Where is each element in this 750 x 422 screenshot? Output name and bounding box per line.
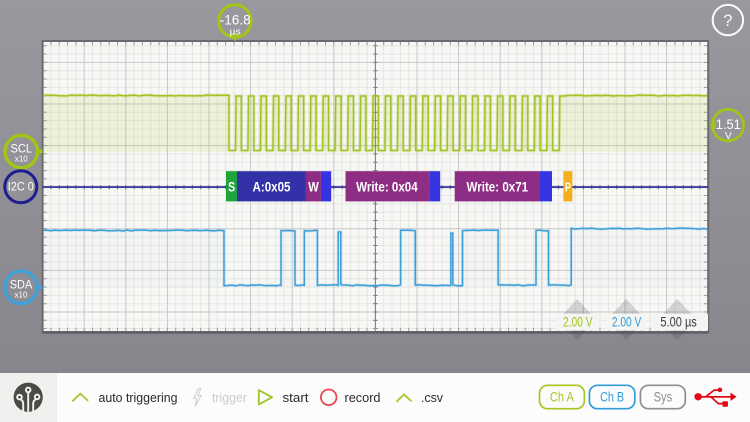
svg-text:2.00 V: 2.00 V bbox=[612, 315, 642, 330]
svg-text:SDA: SDA bbox=[10, 279, 33, 291]
svg-text:V: V bbox=[725, 131, 732, 142]
svg-text:I2C 0: I2C 0 bbox=[8, 182, 34, 194]
svg-text:Sys: Sys bbox=[654, 389, 673, 404]
svg-text:record: record bbox=[345, 390, 381, 405]
svg-text:trigger: trigger bbox=[212, 390, 248, 405]
svg-text:Write: 0x04: Write: 0x04 bbox=[356, 179, 418, 195]
svg-text:S: S bbox=[228, 180, 235, 195]
svg-text:Ch B: Ch B bbox=[600, 389, 624, 404]
svg-text:?: ? bbox=[723, 12, 732, 30]
svg-text:SCL: SCL bbox=[11, 144, 33, 156]
svg-text:x10: x10 bbox=[15, 290, 29, 299]
svg-text:x10: x10 bbox=[15, 155, 29, 164]
svg-text:P: P bbox=[565, 180, 571, 194]
svg-text:-16.8: -16.8 bbox=[220, 13, 251, 28]
svg-text:Ch A: Ch A bbox=[550, 389, 574, 404]
svg-text:A:0x05: A:0x05 bbox=[253, 179, 291, 195]
svg-text:µs: µs bbox=[230, 27, 241, 38]
svg-text:2.00 V: 2.00 V bbox=[563, 315, 593, 330]
svg-text:auto triggering: auto triggering bbox=[99, 390, 178, 405]
svg-text:5.00 µs: 5.00 µs bbox=[660, 315, 697, 330]
svg-text:W: W bbox=[308, 179, 319, 195]
svg-text:1.51: 1.51 bbox=[716, 117, 741, 132]
svg-text:start: start bbox=[283, 390, 309, 405]
svg-text:.csv: .csv bbox=[421, 390, 443, 405]
svg-text:Write: 0x71: Write: 0x71 bbox=[467, 179, 529, 195]
